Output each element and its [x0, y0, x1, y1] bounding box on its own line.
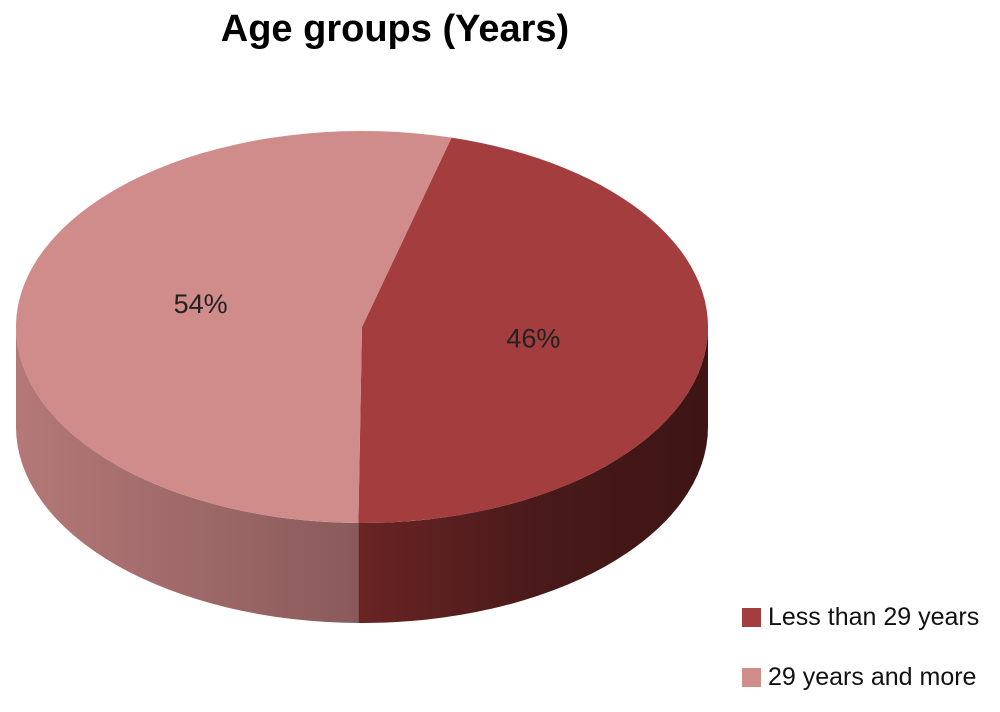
legend-swatch-29-and-more — [742, 667, 761, 687]
pie-side-less-than-29 — [358, 327, 708, 623]
pie-slice-29-and-more — [16, 131, 452, 523]
legend-item-less-than-29: Less than 29 years — [742, 592, 997, 642]
data-label-less-than-29: 46% — [506, 323, 560, 353]
pie-labels: 46% 54% — [174, 289, 561, 354]
legend-item-29-and-more: 29 years and more — [742, 652, 997, 702]
legend-swatch-less-than-29 — [742, 607, 761, 627]
pie-side-29-and-more — [16, 327, 359, 623]
pie-tops — [16, 131, 709, 524]
pie-sides — [16, 327, 708, 623]
legend-label-29-and-more: 29 years and more — [768, 662, 977, 691]
pie-slice-less-than-29 — [358, 137, 709, 524]
legend-label-less-than-29: Less than 29 years — [768, 602, 980, 631]
data-label-29-and-more: 54% — [174, 289, 228, 319]
chart-title: Age groups (Years) — [220, 8, 570, 50]
legend: Less than 29 years 29 years and more — [742, 592, 997, 712]
